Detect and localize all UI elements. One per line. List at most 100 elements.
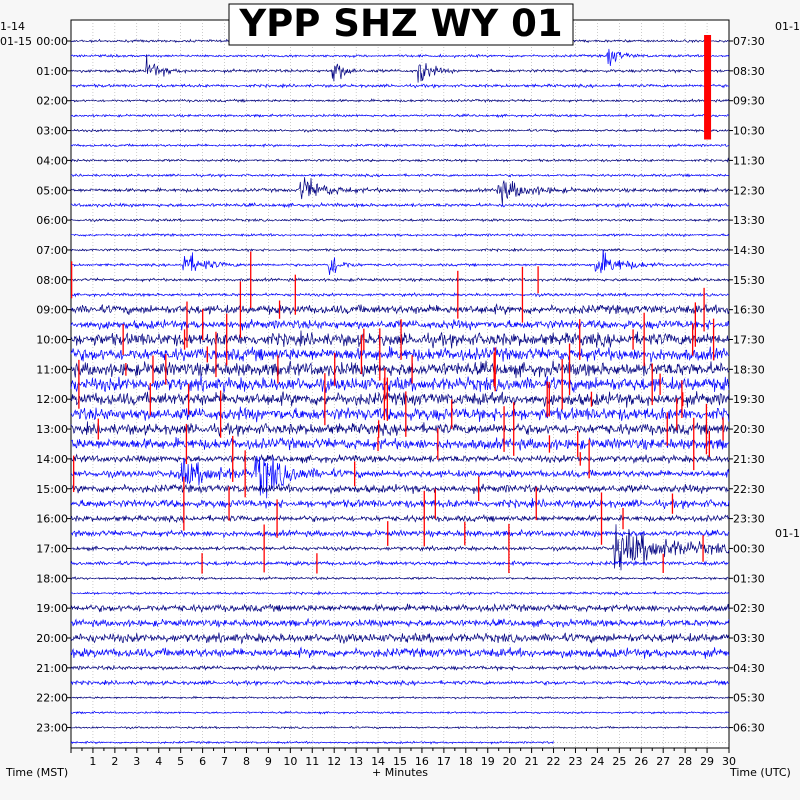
top-right-date: 01-1 — [775, 20, 800, 33]
right-hour-label: 12:30 — [733, 184, 765, 197]
x-tick-label: 17 — [437, 755, 451, 768]
right-hour-label: 07:30 — [733, 35, 765, 48]
left-hour-label: 23:00 — [36, 722, 68, 735]
right-hour-label: 20:30 — [733, 423, 765, 436]
right-hour-label: 13:30 — [733, 214, 765, 227]
x-tick-label: 2 — [111, 755, 118, 768]
right-hour-label: 06:30 — [733, 722, 765, 735]
x-tick-label: 3 — [133, 755, 140, 768]
right-hour-label: 15:30 — [733, 274, 765, 287]
right-hour-label: 14:30 — [733, 244, 765, 257]
left-hour-label: 02:00 — [36, 95, 68, 108]
left-hour-label: 20:00 — [36, 632, 68, 645]
left-hour-label: 06:00 — [36, 214, 68, 227]
left-hour-label: 22:00 — [36, 692, 68, 705]
x-tick-label: 1 — [89, 755, 96, 768]
seismic-trace — [70, 664, 730, 672]
x-tick-label: 14 — [371, 755, 385, 768]
x-tick-label: 9 — [265, 755, 272, 768]
x-tick-label: 30 — [722, 755, 736, 768]
x-tick-label: 7 — [221, 755, 228, 768]
x-tick-label: 26 — [634, 755, 648, 768]
x-tick-label: 5 — [177, 755, 184, 768]
left-hour-label: 04:00 — [36, 154, 68, 167]
x-tick-label: 12 — [327, 755, 341, 768]
chart-title: YPP SHZ WY 01 — [238, 2, 562, 45]
right-hour-label: 03:30 — [733, 632, 765, 645]
left-hour-label: 12:00 — [36, 393, 68, 406]
x-tick-label: 6 — [199, 755, 206, 768]
clipped-bar — [704, 35, 712, 140]
seismic-trace — [70, 249, 730, 276]
right-hour-label: 05:30 — [733, 692, 765, 705]
x-tick-label: 8 — [243, 755, 250, 768]
right-hour-label: 02:30 — [733, 602, 765, 615]
x-tick-label: 27 — [656, 755, 670, 768]
right-hour-label: 18:30 — [733, 363, 765, 376]
x-tick-label: 19 — [481, 755, 495, 768]
left-hour-label: 11:00 — [36, 363, 68, 376]
seismic-trace — [70, 436, 730, 451]
x-axis: 1 2 3 4 5 6 7 8 9 10 11 12 13 14 15 16 17 18 19 20 21 22 23 24 2… — [70, 748, 736, 768]
left-hour-label: 03:00 — [36, 125, 68, 138]
x-tick-label: 15 — [393, 755, 407, 768]
traces — [70, 38, 730, 745]
seismic-trace — [70, 247, 730, 253]
top-left-date-2: 01-15 — [0, 35, 32, 48]
seismic-trace — [70, 679, 729, 687]
seismic-trace — [70, 232, 730, 238]
x-axis-label: + Minutes — [372, 766, 428, 779]
seismic-trace — [70, 303, 730, 316]
seismic-trace — [71, 128, 730, 133]
clipped-bars — [70, 35, 724, 574]
x-tick-label: 10 — [283, 755, 297, 768]
x-tick-label: 13 — [349, 755, 363, 768]
x-tick-label: 25 — [612, 755, 626, 768]
left-hour-label: 07:00 — [36, 244, 68, 257]
seismic-trace — [70, 498, 730, 510]
seismic-trace — [70, 590, 730, 596]
x-tick-label: 29 — [700, 755, 714, 768]
seismic-trace — [70, 217, 730, 223]
left-hour-label: 14:00 — [36, 453, 68, 466]
x-tick-label: 16 — [415, 755, 429, 768]
right-hour-label: 19:30 — [733, 393, 765, 406]
seismic-trace — [70, 391, 730, 408]
seismic-trace — [70, 617, 730, 629]
left-hour-label: 16:00 — [36, 513, 68, 526]
left-axis-label: Time (MST) — [5, 766, 68, 779]
left-hour-label: 21:00 — [36, 662, 68, 675]
left-hour-label: 13:00 — [36, 423, 68, 436]
seismic-trace — [70, 276, 730, 283]
x-tick-label: 21 — [525, 755, 539, 768]
right-hour-label: 16:30 — [733, 304, 765, 317]
seismic-trace — [70, 453, 730, 465]
x-tick-label: 18 — [459, 755, 473, 768]
left-hour-label: 17:00 — [36, 542, 68, 555]
seismic-trace — [70, 725, 730, 730]
seismic-trace — [70, 695, 730, 700]
left-hour-label: 01:00 — [36, 65, 68, 78]
seismic-trace — [70, 421, 729, 437]
left-hour-label: 10:00 — [36, 334, 68, 347]
right-axis: 07:30 08:30 09:30 10:30 11:30 12:30 13:30 14:30… — [729, 35, 765, 735]
seismic-trace — [70, 559, 730, 567]
left-hour-label: 08:00 — [36, 274, 68, 287]
seismic-trace — [70, 177, 730, 206]
seismic-trace — [70, 603, 730, 614]
seismic-trace — [70, 740, 555, 745]
right-midnight-date: 01-1 — [775, 527, 800, 540]
seismic-trace — [70, 524, 730, 571]
top-left-date: 1-14 — [0, 20, 25, 33]
right-hour-label: 08:30 — [733, 65, 765, 78]
right-hour-label: 23:30 — [733, 513, 765, 526]
title-box — [228, 3, 574, 46]
seismic-trace — [70, 330, 730, 349]
seismic-trace — [70, 143, 730, 149]
seismic-trace — [70, 575, 729, 581]
seismic-trace — [70, 456, 730, 499]
seismic-trace — [70, 54, 730, 83]
seismic-trace — [70, 291, 730, 298]
seismic-trace — [70, 482, 729, 495]
